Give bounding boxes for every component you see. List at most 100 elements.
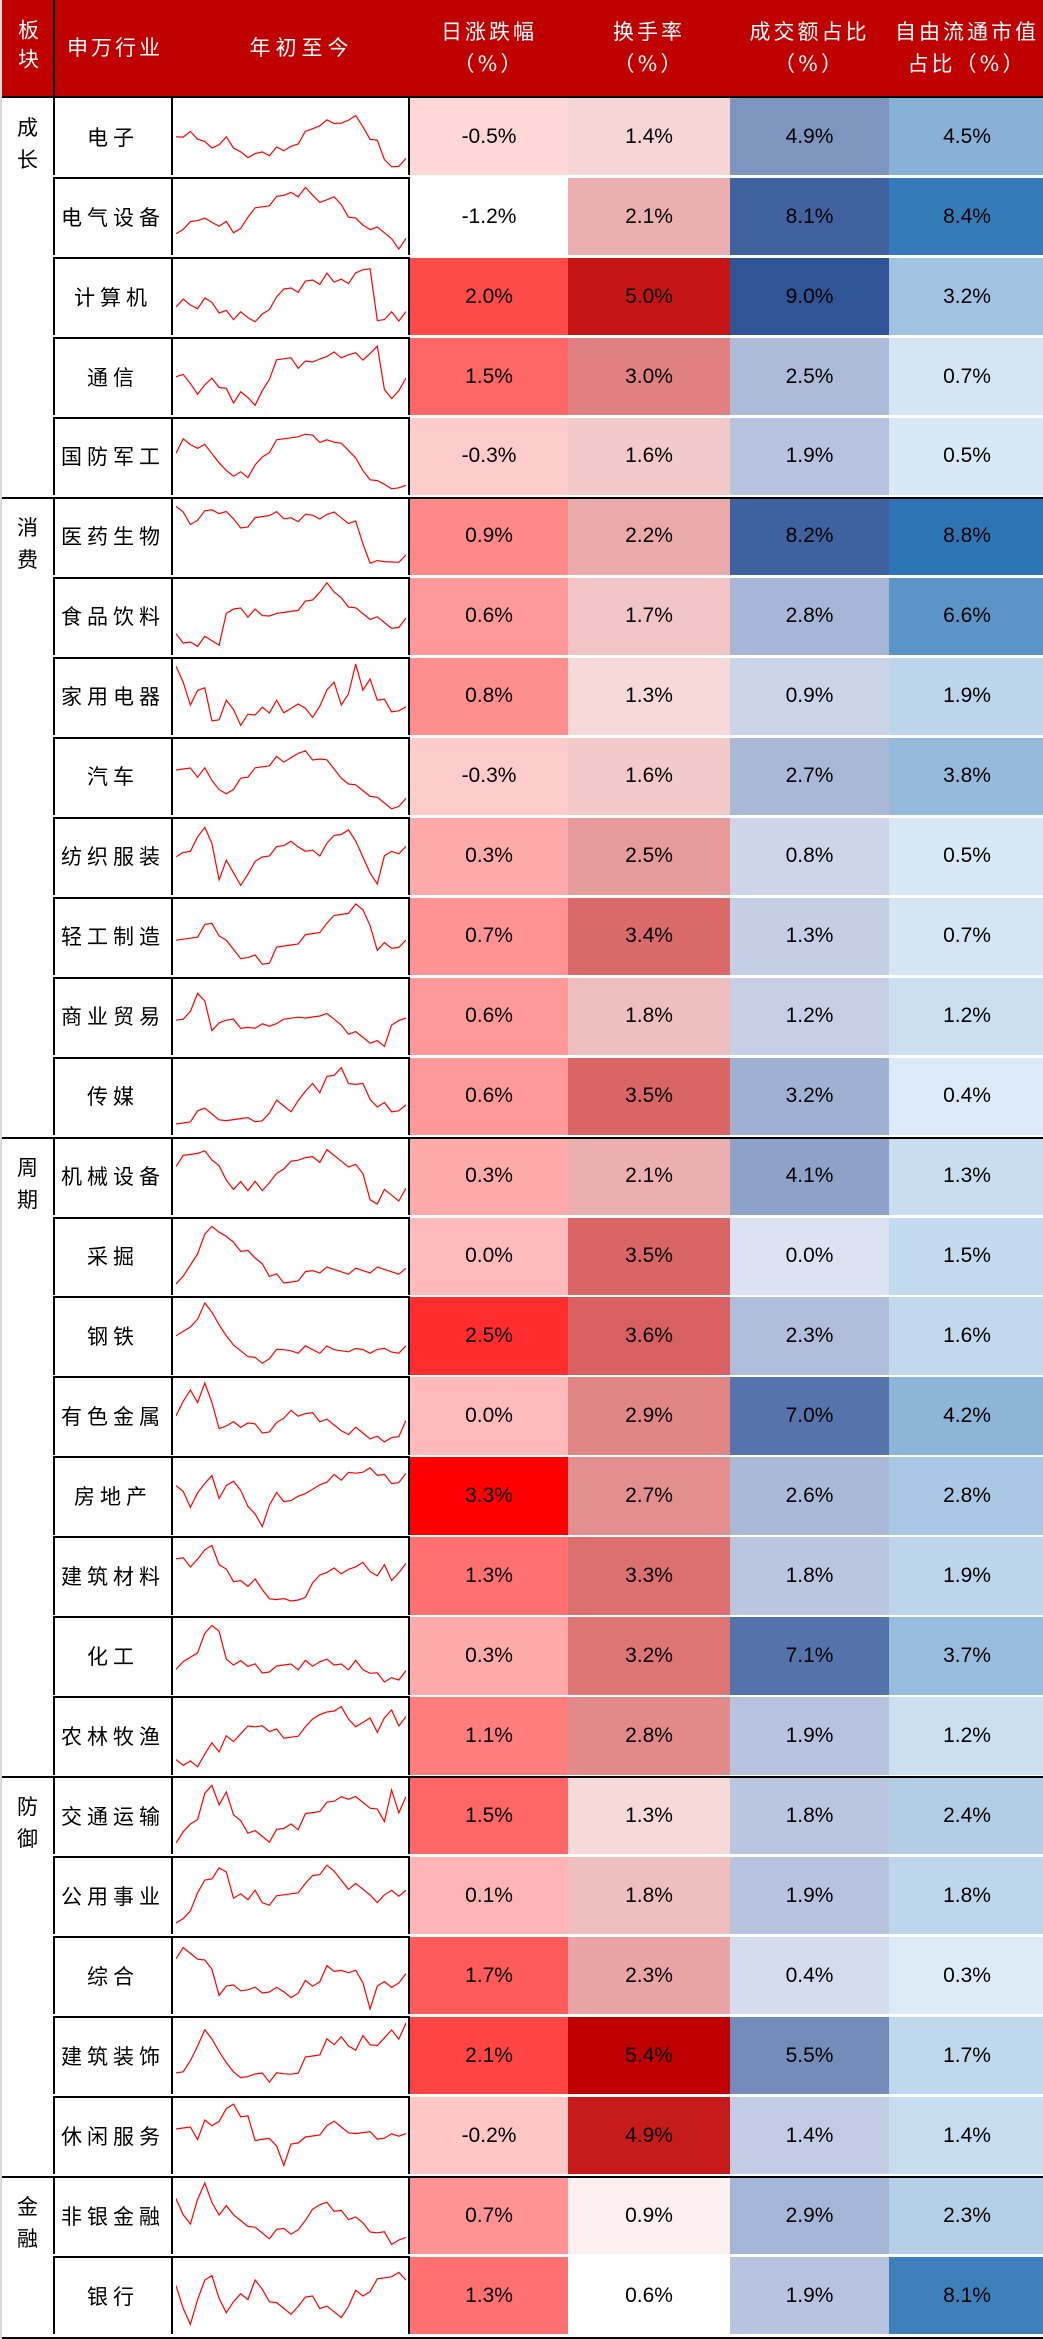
table-row: 国防军工 -0.3% 1.6% 1.9% 0.5% xyxy=(2,417,1043,496)
sparkline-line xyxy=(176,2181,406,2246)
group-divider xyxy=(2,2176,1043,2179)
table-row: 公用事业 0.1% 1.8% 1.9% 1.8% xyxy=(2,1857,1043,1935)
industry-name: 轻工制造 xyxy=(53,897,173,975)
daily-cell: 0.6% xyxy=(410,1057,568,1135)
table-row: 纺织服装 0.3% 2.5% 0.8% 0.5% xyxy=(2,817,1043,895)
ytd-sparkline xyxy=(173,98,410,176)
board-group-label: 成长 xyxy=(2,98,53,498)
volume-cell: 2.6% xyxy=(730,1457,889,1535)
header-volume-share: 成交额占比 （%） xyxy=(730,0,889,96)
row-divider xyxy=(53,2016,410,2019)
board-group-char: 防 xyxy=(17,1795,38,1820)
float-cell: 1.6% xyxy=(889,1297,1043,1375)
industry-name: 国防军工 xyxy=(53,417,173,496)
ytd-sparkline xyxy=(173,577,410,656)
table-row: 建筑材料 1.3% 3.3% 1.8% 1.9% xyxy=(2,1537,1043,1615)
daily-cell: 0.3% xyxy=(410,1617,568,1695)
turnover-cell: 3.2% xyxy=(568,1617,730,1695)
daily-cell: -0.5% xyxy=(410,98,568,176)
table-row: 综合 1.7% 2.3% 0.4% 0.3% xyxy=(2,1937,1043,2015)
group-divider xyxy=(2,1136,1043,1139)
volume-cell: 0.4% xyxy=(730,1937,889,2015)
sparkline-line xyxy=(176,505,406,564)
daily-cell: 0.0% xyxy=(410,1217,568,1295)
header-daily-change-line1: 日涨跌幅 xyxy=(441,20,537,44)
daily-cell: 0.3% xyxy=(410,1137,568,1215)
turnover-cell: 1.3% xyxy=(568,657,730,735)
daily-cell: -0.3% xyxy=(410,417,568,496)
daily-cell: 0.9% xyxy=(410,497,568,576)
turnover-cell: 3.6% xyxy=(568,1297,730,1375)
industry-name: 食品饮料 xyxy=(53,577,173,656)
ytd-sparkline xyxy=(173,1777,410,1855)
board-group-char: 期 xyxy=(17,1187,38,1212)
volume-cell: 4.9% xyxy=(730,98,889,176)
ytd-sparkline xyxy=(173,417,410,496)
board-group-label: 消费 xyxy=(2,498,53,1138)
board-group-label: 周期 xyxy=(2,1138,53,1778)
industry-name: 建筑装饰 xyxy=(53,2017,173,2095)
row-divider xyxy=(53,1936,410,1939)
turnover-cell: 2.1% xyxy=(568,177,730,256)
table-row: 电子 -0.5% 1.4% 4.9% 4.5% xyxy=(2,98,1043,176)
header-board-label: 板块 xyxy=(15,19,40,77)
board-group-char: 消 xyxy=(17,515,38,540)
float-cell: 8.4% xyxy=(889,177,1043,256)
industry-name: 传媒 xyxy=(53,1057,173,1135)
float-cell: 1.3% xyxy=(889,1137,1043,1215)
volume-cell: 1.4% xyxy=(730,2097,889,2175)
daily-cell: 0.8% xyxy=(410,657,568,735)
table-row: 化工 0.3% 3.2% 7.1% 3.7% xyxy=(2,1617,1043,1695)
industry-name: 公用事业 xyxy=(53,1857,173,1935)
row-divider xyxy=(53,736,410,739)
volume-cell: 1.9% xyxy=(730,1697,889,1775)
daily-cell: 1.5% xyxy=(410,1777,568,1855)
table-row: 房地产 3.3% 2.7% 2.6% 2.8% xyxy=(2,1457,1043,1535)
table-row: 非银金融 0.7% 0.9% 2.9% 2.3% xyxy=(2,2177,1043,2255)
sparkline-line xyxy=(176,1302,406,1365)
turnover-cell: 5.4% xyxy=(568,2017,730,2095)
industry-name: 家用电器 xyxy=(53,657,173,735)
header-daily-change-line2: （%） xyxy=(453,52,525,76)
industry-name: 汽车 xyxy=(53,737,173,815)
header-turnover: 换手率 （%） xyxy=(568,0,730,96)
sparkline-line xyxy=(176,1544,406,1602)
row-divider xyxy=(53,976,410,979)
daily-cell: -1.2% xyxy=(410,177,568,256)
volume-cell: 1.9% xyxy=(730,1857,889,1935)
turnover-cell: 3.0% xyxy=(568,337,730,416)
industry-name: 采掘 xyxy=(53,1217,173,1295)
sparkline-line xyxy=(176,1946,406,2012)
volume-cell: 2.3% xyxy=(730,1297,889,1375)
float-cell: 1.9% xyxy=(889,1537,1043,1615)
daily-cell: 0.6% xyxy=(410,977,568,1055)
volume-cell: 0.0% xyxy=(730,1217,889,1295)
table-row: 家用电器 0.8% 1.3% 0.9% 1.9% xyxy=(2,657,1043,735)
ytd-sparkline xyxy=(173,1137,410,1215)
sparkline-line xyxy=(176,1381,406,1444)
sparkline-line xyxy=(176,1784,406,1844)
turnover-cell: 1.7% xyxy=(568,577,730,656)
float-cell: 0.3% xyxy=(889,1937,1043,2015)
board-group-char: 周 xyxy=(17,1155,38,1180)
ytd-sparkline xyxy=(173,1057,410,1135)
float-cell: 1.2% xyxy=(889,1697,1043,1775)
volume-cell: 4.1% xyxy=(730,1137,889,1215)
row-divider xyxy=(53,1296,410,1299)
turnover-cell: 0.9% xyxy=(568,2177,730,2255)
turnover-cell: 1.8% xyxy=(568,1857,730,1935)
table-row: 有色金属 0.0% 2.9% 7.0% 4.2% xyxy=(2,1377,1043,1455)
sparkline-line xyxy=(176,186,406,251)
ytd-sparkline xyxy=(173,897,410,975)
turnover-cell: 2.8% xyxy=(568,1697,730,1775)
board-group-char: 御 xyxy=(17,1827,38,1852)
industry-name: 纺织服装 xyxy=(53,817,173,895)
header-industry: 申万行业 xyxy=(67,36,163,60)
sparkline-line xyxy=(176,2022,406,2084)
table-row: 计算机 2.0% 5.0% 9.0% 3.2% xyxy=(2,257,1043,336)
sparkline-line xyxy=(176,902,406,965)
industry-name: 机械设备 xyxy=(53,1137,173,1215)
group-divider xyxy=(2,496,1043,499)
table-row: 食品饮料 0.6% 1.7% 2.8% 6.6% xyxy=(2,577,1043,656)
